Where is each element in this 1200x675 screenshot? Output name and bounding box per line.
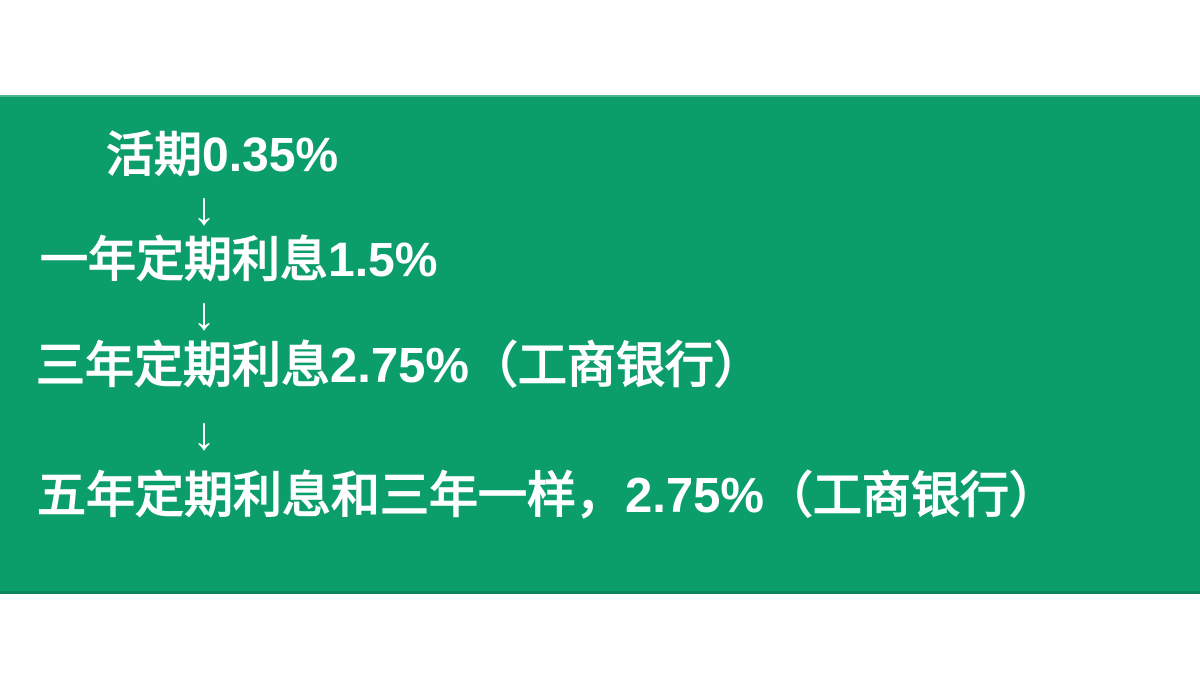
- rate-step-demand-deposit: 活期0.35%: [106, 129, 339, 182]
- down-arrow-icon: ↓: [192, 287, 216, 339]
- rate-step-five-year: 五年定期利息和三年一样，2.75%（工商银行）: [37, 469, 1058, 523]
- green-panel: 活期0.35% ↓ 一年定期利息1.5% ↓ 三年定期利息2.75%（工商银行）…: [0, 95, 1200, 594]
- down-arrow-icon: ↓: [192, 407, 216, 459]
- rate-step-one-year: 一年定期利息1.5%: [40, 234, 438, 287]
- down-arrow-icon: ↓: [192, 182, 216, 234]
- rate-step-three-year: 三年定期利息2.75%（工商银行）: [36, 339, 763, 393]
